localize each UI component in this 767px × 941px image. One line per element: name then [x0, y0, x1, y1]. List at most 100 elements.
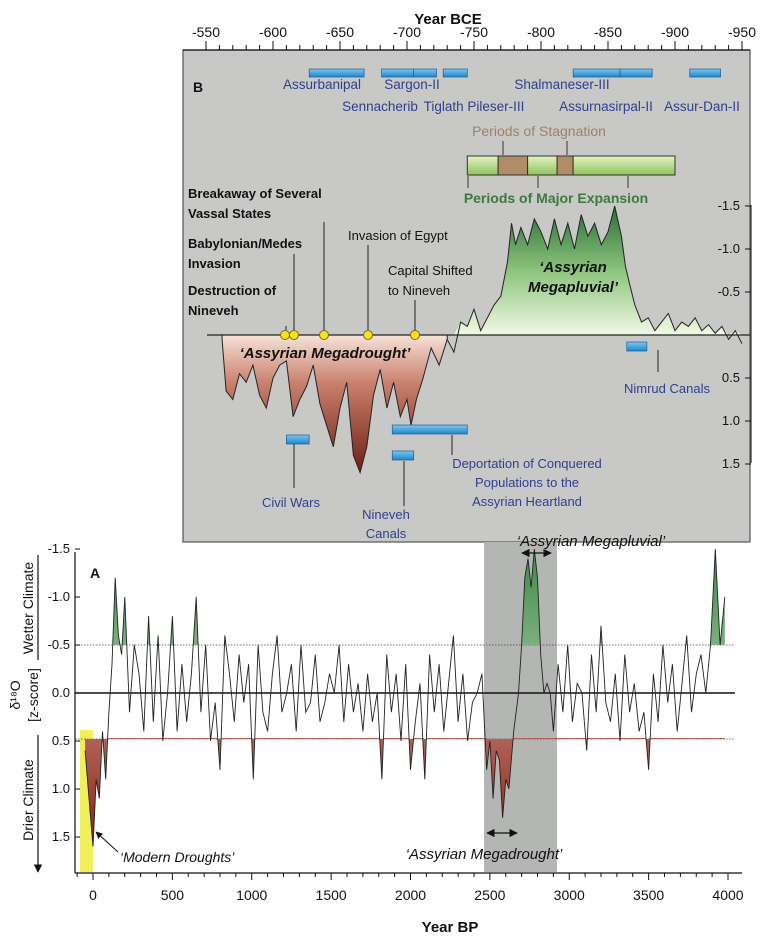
panel-b-series-line [446, 205, 743, 354]
panel-a-y-tick-label: 0.5 [52, 733, 70, 748]
panel-b-y-tick-label: 1.5 [722, 456, 740, 471]
event-dot-egypt [363, 330, 373, 340]
dry-excursion-fill [85, 738, 725, 847]
king-bar [381, 68, 415, 78]
zscore-label: [z-score] [25, 668, 41, 722]
assyrian-megapluvial-label-b-line2: Megapluvial’ [528, 279, 619, 296]
blue-bar-leader-lines [293, 350, 659, 506]
period-bar-expansion [466, 155, 499, 176]
panel-a-x-tick-label: 3500 [633, 887, 664, 903]
modern-droughts-arrow [95, 831, 119, 853]
panel-a-x-tick-label: 2500 [474, 887, 505, 903]
panel-b-letter: B [193, 79, 203, 95]
panel-b-x-tick-label: -800 [527, 24, 555, 40]
wet-excursion-fill [85, 549, 725, 645]
panel-a-x-tick-label: 1500 [316, 887, 347, 903]
panel-b-x-tick-label: -950 [728, 24, 756, 40]
panel-a-y-ticks: -1.5 -1.0 -0.5 0.0 0.5 1.0 1.5 [48, 541, 80, 844]
panel-b-y-tick-label: 1.0 [722, 413, 740, 428]
panel-b-x-tick-label: -850 [594, 24, 622, 40]
historical-bar [391, 424, 468, 435]
panel-a-x-tick-label: 0 [89, 887, 97, 903]
king-label-assur-dan: Assur-Dan-II [664, 99, 740, 114]
event-destruction-line1: Destruction of [188, 283, 277, 298]
panel-a-y-tick-label: -0.5 [48, 637, 70, 652]
event-breakaway-line1: Breakaway of Several [188, 186, 322, 201]
panel-b-climate-area [221, 205, 743, 475]
king-label-shalmaneser: Shalmaneser-III [514, 77, 609, 92]
assyrian-megadrought-label-b: ‘Assyrian Megadrought’ [240, 345, 412, 362]
panel-a-x-tick-label: 500 [161, 887, 185, 903]
civil-wars-label: Civil Wars [262, 495, 321, 510]
historical-bar [391, 450, 415, 461]
panel-a-x-tick-label: 3000 [554, 887, 585, 903]
panel-a-series [84, 548, 726, 847]
panel-b-x-tick-label: -700 [393, 24, 421, 40]
assyrian-megapluvial-label-a: ‘Assyrian Megapluvial’ [517, 533, 666, 550]
period-bar-stagnation [556, 155, 574, 176]
king-label-tiglath: Tiglath Pileser-III [424, 99, 525, 114]
panel-a-y-tick-label: 1.0 [52, 781, 70, 796]
event-dot-babylonian [289, 330, 299, 340]
nimrud-canals-label: Nimrud Canals [624, 381, 710, 396]
panel-a-x-axis-title: Year BP [422, 919, 479, 936]
king-bar [442, 68, 468, 78]
megadrought-area [221, 334, 448, 475]
event-capital-line1: Capital Shifted [388, 263, 473, 278]
king-label-assurnasirpal: Assurnasirpal-II [559, 99, 653, 114]
king-bar [689, 68, 721, 78]
panel-a-y-tick-label: 0.0 [52, 685, 70, 700]
deportation-label-line3: Assyrian Heartland [472, 494, 582, 509]
nineveh-canals-label-line2: Canals [366, 526, 407, 541]
drier-climate-label: Drier Climate [20, 759, 36, 841]
event-leader-lines [285, 222, 416, 330]
historical-bar [626, 341, 648, 352]
period-leader-lines [467, 141, 629, 188]
assyrian-megapluvial-label-b-line1: ‘Assyrian [539, 259, 607, 276]
king-bar [413, 68, 437, 78]
panel-a-y-tick-label: -1.5 [48, 541, 70, 556]
panel-a-x-tick-label: 1000 [236, 887, 267, 903]
king-label-sennacherib: Sennacherib [342, 99, 418, 114]
panel-b-y-tick-label: -0.5 [718, 284, 740, 299]
event-dot-destruction [280, 330, 290, 340]
deportation-label-line2: Populations to the [475, 475, 579, 490]
panel-b-x-axis-title: Year BCE [414, 11, 482, 28]
period-bar-stagnation [497, 155, 529, 176]
nineveh-canals-label-line1: Nineveh [362, 507, 410, 522]
panel-b-background [182, 49, 751, 543]
delta-o-label: δ¹⁸O [7, 680, 23, 709]
modern-droughts-label: ‘Modern Droughts’ [120, 849, 235, 865]
panel-a: A 0 500 1000 1500 2000 2500 3000 3500 4000 -1.5-… [7, 533, 744, 936]
wetter-climate-label: Wetter Climate [20, 562, 36, 655]
panel-a-x-tick-label: 2000 [395, 887, 426, 903]
king-bar [619, 68, 653, 78]
panel-b-y-tick-label: 0.5 [722, 370, 740, 385]
panel-a-series-line [84, 548, 726, 847]
event-babylonian-line2: Invasion [188, 256, 241, 271]
assyrian-megadrought-label-a: ‘Assyrian Megadrought’ [406, 846, 563, 863]
event-babylonian-line1: Babylonian/Medes [188, 236, 302, 251]
event-labels: Breakaway of Several Vassal States Babyl… [188, 186, 473, 318]
historical-bar [286, 434, 310, 445]
king-reign-bars [308, 68, 721, 78]
panel-a-y-tick-label: 1.5 [52, 829, 70, 844]
panel-a-letter: A [90, 565, 100, 581]
king-label-sargon: Sargon-II [384, 77, 440, 92]
king-bar [308, 68, 365, 78]
event-destruction-line2: Nineveh [188, 303, 239, 318]
panel-b-x-tick-label: -600 [259, 24, 287, 40]
panel-b-x-tick-label: -650 [326, 24, 354, 40]
panel-b-x-tick-label: -550 [192, 24, 220, 40]
panel-b-y-tick-label: -1.0 [718, 241, 740, 256]
event-dot-breakaway [319, 330, 329, 340]
period-bars [466, 155, 676, 176]
panel-b-x-tick-label: -900 [661, 24, 689, 40]
event-dot-capital [410, 330, 420, 340]
panel-b-y-ticks: -1.5 -1.0 -0.5 0.5 1.0 1.5 [718, 198, 751, 471]
event-breakaway-line2: Vassal States [188, 206, 271, 221]
event-capital-line2: to Nineveh [388, 283, 450, 298]
historical-blue-bars [286, 341, 648, 461]
event-dots [280, 330, 420, 340]
